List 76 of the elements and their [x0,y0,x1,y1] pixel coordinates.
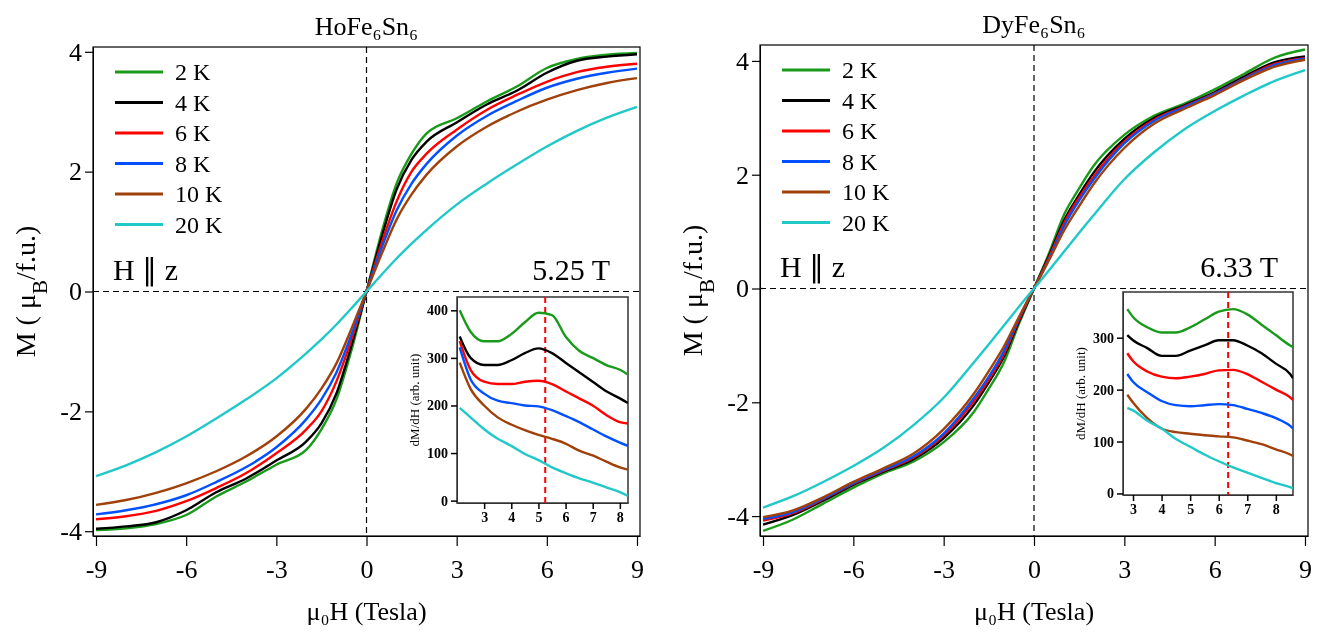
legend-label: 10 K [175,181,223,207]
y-tick-label: 300 [427,350,448,366]
x-tick-label: 0 [360,554,374,584]
x-tick-label: 5 [535,509,543,525]
legend-label: 4 K [175,89,211,116]
y-tick-label: -2 [727,388,749,418]
line-series [458,406,628,498]
line-series [458,309,628,376]
legend-label: 6 K [842,118,878,144]
chart-title: HoFe₆Sn₆ [314,12,419,41]
x-axis-title: μ₀H (Tesla) [306,597,427,626]
legend-label: 8 K [175,150,211,177]
y-axis-title: dM/dH (arb. unit) [1073,347,1088,440]
y-tick-label: 0 [736,274,749,304]
x-tick-label: 9 [630,554,644,584]
legend-label: 4 K [842,87,878,114]
line-series [1126,307,1293,349]
x-tick-label: 9 [1298,554,1312,584]
annotation: H ∥ z [113,252,178,287]
x-tick-label: 6 [1208,554,1222,584]
y-tick-label: 100 [1093,434,1114,450]
y-tick-label: -4 [727,501,749,531]
x-tick-label: -9 [752,554,775,584]
y-tick-label: 200 [1093,382,1114,398]
x-axis-title: μ₀H (Tesla) [973,597,1095,626]
annotation: 6.33 T [1200,249,1278,283]
y-tick-label: -2 [60,397,82,427]
x-tick-label: -3 [266,554,288,584]
y-tick-label: 4 [69,37,82,67]
annotation: 5.25 T [532,252,610,286]
legend-label: 6 K [175,120,211,146]
legend-label: 2 K [175,59,211,85]
y-tick-label: 0 [69,277,82,307]
x-tick-label: -6 [843,554,865,584]
y-tick-label: 0 [1107,486,1114,502]
line-series [458,335,628,405]
y-tick-label: 2 [69,157,82,187]
x-tick-label: 3 [1118,554,1132,584]
line-series [1126,393,1293,458]
legend-label: 2 K [842,57,878,83]
y-tick-label: 4 [736,46,749,76]
x-tick-label: -3 [933,554,956,584]
y-tick-label: -4 [60,517,82,547]
y-tick-label: 200 [427,398,448,414]
line-series [458,346,628,448]
x-tick-label: 3 [1130,501,1137,517]
line-series [1126,406,1293,490]
x-tick-label: -9 [85,554,108,584]
x-tick-label: 4 [508,509,516,525]
chart-title: DyFe₆Sn₆ [982,10,1086,39]
x-tick-label: 3 [450,554,464,584]
y-tick-label: 100 [427,446,448,462]
x-tick-label: 4 [1158,501,1166,517]
y-tick-label: 300 [1093,330,1114,346]
x-tick-label: 0 [1028,554,1041,584]
y-axis-title: dM/dH (arb. unit) [407,353,422,447]
legend-label: 10 K [842,179,890,205]
x-tick-label: 7 [589,509,597,525]
annotation: H ∥ z [780,249,845,284]
y-tick-label: 2 [736,160,749,190]
legend-label: 20 K [842,209,890,236]
legend-label: 8 K [842,148,878,175]
line-series [458,361,628,471]
x-tick-label: 6 [540,554,554,584]
y-tick-label: 400 [427,303,448,319]
x-tick-label: 8 [616,509,624,525]
x-tick-label: 8 [1272,501,1280,517]
line-series [1126,333,1293,380]
x-tick-label: 5 [1187,501,1195,517]
x-tick-label: 3 [481,509,489,525]
x-tick-label: 6 [562,509,570,525]
x-tick-label: 7 [1244,501,1252,517]
x-tick-label: 6 [1215,501,1223,517]
line-series [1126,372,1293,430]
x-tick-label: -6 [175,554,198,584]
legend-label: 20 K [175,211,223,238]
